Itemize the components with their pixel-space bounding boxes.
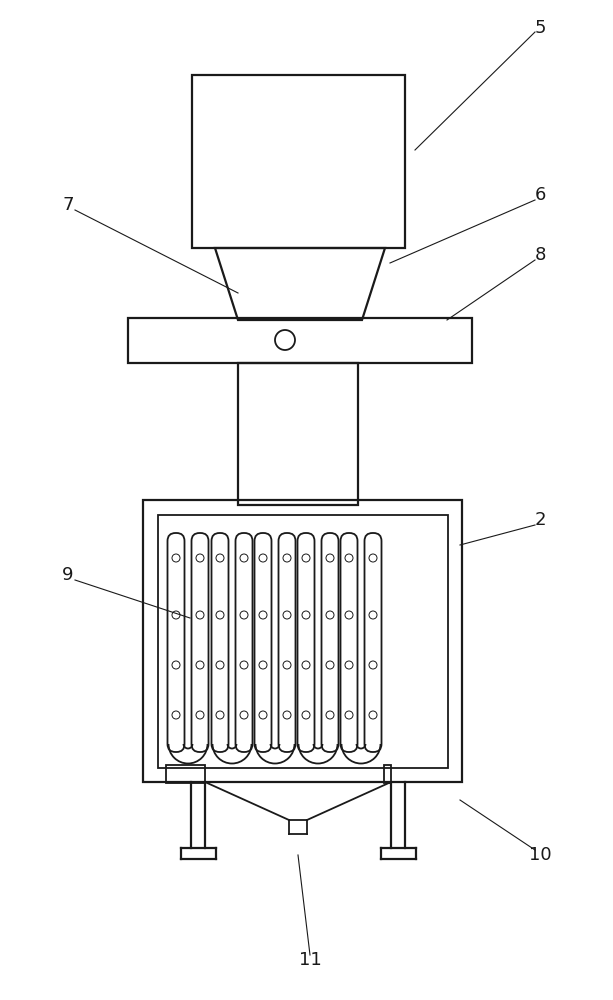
- Bar: [166, 765, 205, 783]
- Text: 7: 7: [63, 196, 74, 214]
- Text: 10: 10: [528, 846, 551, 864]
- Text: 5: 5: [535, 19, 546, 37]
- Text: 6: 6: [535, 186, 546, 204]
- Text: 11: 11: [299, 951, 321, 969]
- Bar: [384, 765, 391, 783]
- Text: 8: 8: [535, 246, 546, 264]
- Text: 9: 9: [63, 566, 74, 584]
- Text: 2: 2: [535, 511, 546, 529]
